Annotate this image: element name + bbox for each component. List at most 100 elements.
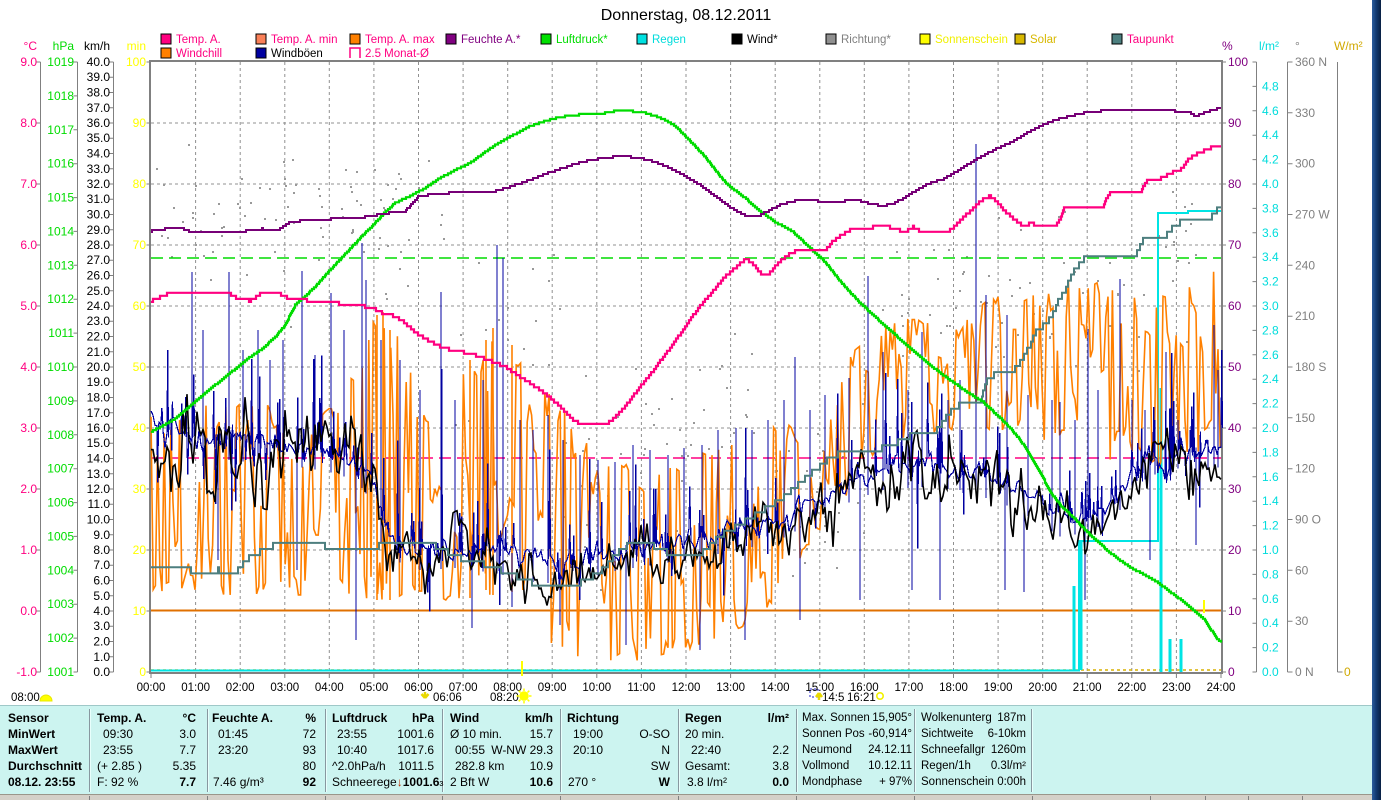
svg-text:18.0: 18.0 — [87, 391, 111, 405]
svg-text:00:00: 00:00 — [137, 682, 166, 694]
svg-text:7.0: 7.0 — [93, 558, 110, 572]
svg-text:1.4: 1.4 — [1262, 494, 1279, 508]
svg-text:Taupunkt: Taupunkt — [1127, 34, 1174, 46]
svg-text:2.5 Monat-Ø: 2.5 Monat-Ø — [365, 48, 429, 60]
svg-text:4.0: 4.0 — [1262, 177, 1279, 191]
svg-text:16:21: 16:21 — [847, 692, 876, 704]
svg-text:3.0: 3.0 — [93, 619, 110, 633]
svg-text:1006: 1006 — [47, 496, 74, 510]
svg-text:31.0: 31.0 — [87, 192, 111, 206]
svg-text:80: 80 — [133, 177, 147, 191]
svg-text:1015: 1015 — [47, 191, 74, 205]
svg-text:1013: 1013 — [47, 258, 74, 272]
svg-text:0.4: 0.4 — [1262, 616, 1279, 630]
svg-text:08:00: 08:00 — [493, 682, 522, 694]
svg-text:Richtung*: Richtung* — [841, 34, 891, 46]
svg-text:Donnerstag, 08.12.2011: Donnerstag, 08.12.2011 — [601, 7, 772, 24]
svg-text:16:00: 16:00 — [850, 682, 879, 694]
svg-text:37.0: 37.0 — [87, 101, 111, 115]
svg-text:30: 30 — [1228, 482, 1242, 496]
svg-text:08:20: 08:20 — [490, 692, 519, 704]
svg-text:7.0: 7.0 — [20, 177, 37, 191]
svg-text:270 W: 270 W — [1295, 208, 1330, 222]
svg-text:30: 30 — [133, 482, 147, 496]
svg-text:180 S: 180 S — [1295, 360, 1326, 374]
svg-text:0.0: 0.0 — [1262, 665, 1279, 679]
svg-text:21.0: 21.0 — [87, 345, 111, 359]
svg-text:30: 30 — [1295, 614, 1309, 628]
svg-text:2.2: 2.2 — [1262, 397, 1279, 411]
svg-text:36.0: 36.0 — [87, 116, 111, 130]
svg-text:330: 330 — [1295, 106, 1315, 120]
svg-text:10:00: 10:00 — [582, 682, 611, 694]
svg-text:1.0: 1.0 — [1262, 543, 1279, 557]
svg-text:02:00: 02:00 — [226, 682, 255, 694]
svg-text:9.0: 9.0 — [20, 55, 37, 69]
svg-text:1016: 1016 — [47, 157, 74, 171]
svg-text:19.0: 19.0 — [87, 375, 111, 389]
svg-text:1002: 1002 — [47, 631, 74, 645]
svg-text:15:00: 15:00 — [805, 682, 834, 694]
svg-text:0: 0 — [139, 665, 146, 679]
svg-text:20: 20 — [133, 543, 147, 557]
svg-text:min: min — [127, 39, 146, 53]
svg-text:Luftdruck*: Luftdruck* — [556, 34, 608, 46]
svg-text:Wind*: Wind* — [747, 34, 778, 46]
svg-text:20:00: 20:00 — [1028, 682, 1057, 694]
svg-text:3.8: 3.8 — [1262, 201, 1279, 215]
svg-text:8.0: 8.0 — [93, 543, 110, 557]
svg-text:1011: 1011 — [48, 326, 74, 340]
svg-text:90: 90 — [1228, 116, 1242, 130]
svg-text:-1.0: -1.0 — [16, 665, 37, 679]
svg-text:4.4: 4.4 — [1262, 128, 1279, 142]
svg-text:10: 10 — [1228, 604, 1242, 618]
svg-text:38.0: 38.0 — [87, 86, 111, 100]
svg-text:1017: 1017 — [47, 123, 74, 137]
svg-text:39.0: 39.0 — [87, 70, 111, 84]
svg-text:70: 70 — [133, 238, 147, 252]
svg-text:27.0: 27.0 — [87, 253, 111, 267]
svg-text:Feuchte A.*: Feuchte A.* — [461, 34, 521, 46]
svg-text:1019: 1019 — [47, 55, 74, 69]
svg-text:20: 20 — [1228, 543, 1242, 557]
svg-text:25.0: 25.0 — [87, 284, 111, 298]
svg-text:40: 40 — [133, 421, 147, 435]
svg-text:Windböen: Windböen — [271, 48, 323, 60]
svg-text:14.0: 14.0 — [87, 452, 111, 466]
svg-text:6.0: 6.0 — [20, 238, 37, 252]
svg-text:0.8: 0.8 — [1262, 567, 1279, 581]
svg-text:10.0: 10.0 — [87, 513, 111, 527]
svg-text:0: 0 — [1344, 665, 1351, 679]
svg-text:11:00: 11:00 — [627, 682, 655, 694]
svg-text:Temp. A.: Temp. A. — [176, 34, 221, 46]
svg-text:100: 100 — [1228, 55, 1248, 69]
svg-text:3.0: 3.0 — [1262, 299, 1279, 313]
svg-text:km/h: km/h — [84, 39, 110, 53]
svg-text:11.0: 11.0 — [88, 497, 111, 511]
svg-text:30.0: 30.0 — [87, 208, 111, 222]
svg-text:1.0: 1.0 — [20, 543, 37, 557]
svg-text:17.0: 17.0 — [87, 406, 111, 420]
svg-text:22.0: 22.0 — [87, 330, 111, 344]
svg-text:1.8: 1.8 — [1262, 445, 1279, 459]
svg-text:°C: °C — [24, 39, 38, 53]
svg-text:Sonnenschein: Sonnenschein — [935, 34, 1008, 46]
svg-text:1008: 1008 — [47, 428, 74, 442]
svg-text:90 O: 90 O — [1295, 513, 1321, 527]
svg-text:08:00: 08:00 — [11, 692, 40, 704]
svg-text:29.0: 29.0 — [87, 223, 111, 237]
svg-text:2.0: 2.0 — [93, 635, 110, 649]
svg-text:24:00: 24:00 — [1207, 682, 1236, 694]
svg-text:05:00: 05:00 — [360, 682, 389, 694]
svg-text:03:00: 03:00 — [270, 682, 299, 694]
svg-text:18:00: 18:00 — [939, 682, 968, 694]
svg-text:1004: 1004 — [47, 563, 74, 577]
svg-text:2.4: 2.4 — [1262, 372, 1279, 386]
svg-text:06:00: 06:00 — [404, 682, 433, 694]
svg-text:50: 50 — [1228, 360, 1242, 374]
svg-text:09:00: 09:00 — [538, 682, 567, 694]
svg-text:1003: 1003 — [47, 597, 74, 611]
svg-text:0: 0 — [1228, 665, 1235, 679]
svg-text:Windchill: Windchill — [176, 48, 222, 60]
svg-text:9.0: 9.0 — [93, 528, 110, 542]
